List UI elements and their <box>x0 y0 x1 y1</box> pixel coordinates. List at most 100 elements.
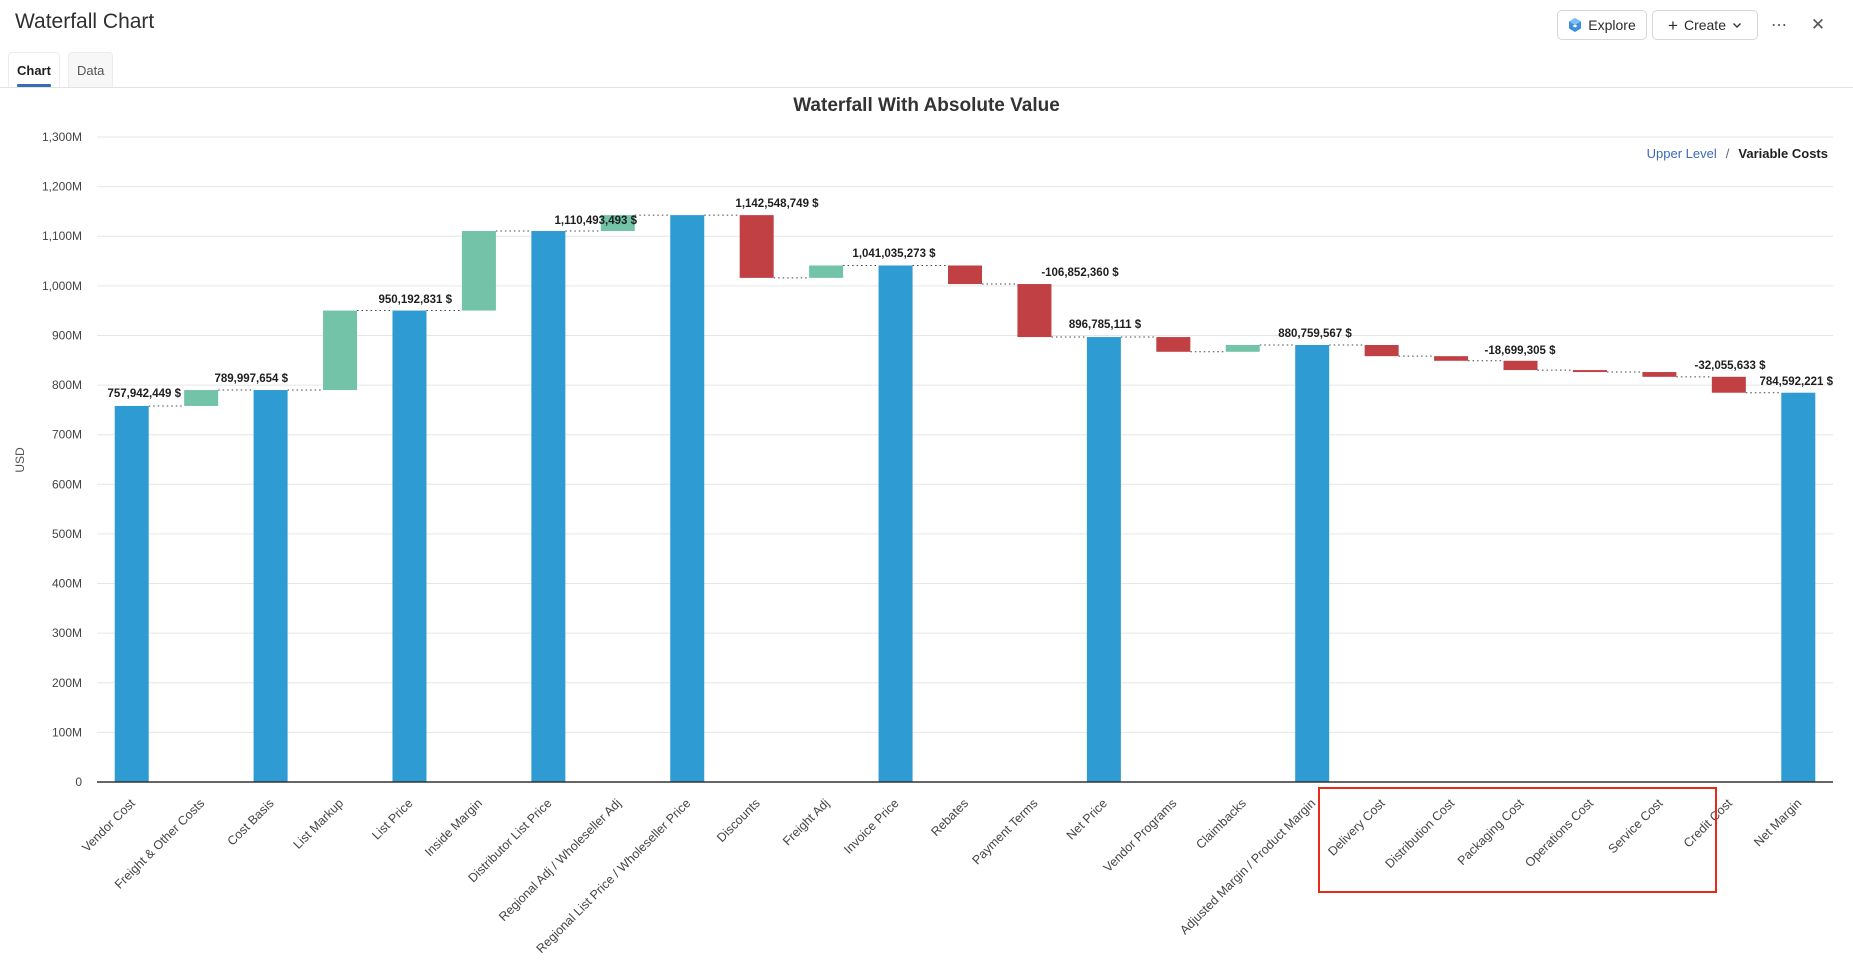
bar-decrease[interactable] <box>739 215 774 278</box>
y-tick-label: 600M <box>52 477 82 491</box>
y-tick-label: 1,000M <box>42 279 82 293</box>
y-tick-label: 700M <box>52 428 82 442</box>
bar-increase[interactable] <box>809 265 844 278</box>
gridlines <box>97 136 1833 733</box>
y-tick-label: 1,200M <box>42 180 82 194</box>
chevron-down-icon <box>1732 23 1741 28</box>
header-divider <box>0 87 1853 88</box>
x-tick-label: Packaging Cost <box>1455 796 1527 868</box>
x-tick-label: Freight Adj <box>780 796 832 848</box>
y-tick-label: 1,300M <box>42 130 82 144</box>
breadcrumb-current: Variable Costs <box>1738 146 1828 161</box>
y-tick-label: 100M <box>52 725 82 739</box>
x-tick-label: Operations Cost <box>1522 796 1596 870</box>
bar-decrease[interactable] <box>948 265 982 285</box>
bar-decrease[interactable] <box>1364 345 1399 357</box>
connector-lines <box>148 214 1782 407</box>
x-tick-label: Vendor Programs <box>1101 796 1180 875</box>
create-label: Create <box>1683 17 1726 33</box>
drilldown-breadcrumb: Upper Level / Variable Costs <box>1647 146 1828 161</box>
tab-data[interactable]: Data <box>67 52 114 87</box>
data-label: 1,110,493,493 $ <box>555 215 638 227</box>
y-tick-label: 800M <box>52 378 82 392</box>
bar-increase[interactable] <box>461 231 496 311</box>
data-labels: 757,942,449 $ 789,997,654 $ 950,192,831 $ 1… <box>107 198 1833 400</box>
y-tick-label: 500M <box>52 527 82 541</box>
x-tick-label: Net Margin <box>1751 796 1804 849</box>
bar-total[interactable] <box>670 215 705 782</box>
data-label: -106,852,360 $ <box>1041 267 1119 279</box>
bar-increase[interactable] <box>323 310 358 391</box>
explore-icon <box>1569 18 1582 32</box>
y-tick-label: 300M <box>52 626 82 640</box>
y-tick-label: 900M <box>52 328 82 342</box>
bars <box>114 215 1816 783</box>
create-button[interactable]: + Create <box>1652 10 1758 40</box>
y-axis-label: USD <box>13 447 27 473</box>
close-button[interactable]: ✕ <box>1805 12 1831 38</box>
app-title: Waterfall Chart <box>15 10 155 33</box>
more-options-button[interactable]: ⋯ <box>1766 12 1792 38</box>
bar-total[interactable] <box>1086 337 1121 782</box>
tab-chart[interactable]: Chart <box>8 52 60 87</box>
data-label: 784,592,221 $ <box>1759 376 1833 388</box>
y-tick-label: 400M <box>52 577 82 591</box>
breadcrumb-upper-level[interactable]: Upper Level <box>1646 146 1717 161</box>
ellipsis-icon: ⋯ <box>1771 17 1787 34</box>
x-tick-label: Claimbacks <box>1193 796 1249 852</box>
data-label: -18,699,305 $ <box>1485 345 1557 357</box>
x-tick-label: Payment Terms <box>969 796 1040 867</box>
bar-decrease[interactable] <box>1156 337 1191 352</box>
bar-decrease[interactable] <box>1017 284 1052 338</box>
x-tick-label: Delivery Cost <box>1325 796 1388 859</box>
bar-total[interactable] <box>253 390 288 782</box>
plus-icon: + <box>1668 15 1678 35</box>
x-tick-label: List Price <box>369 796 415 842</box>
x-tick-label: Distribution Cost <box>1382 796 1457 871</box>
x-tick-label: Inside Margin <box>422 796 485 859</box>
data-label: 1,041,035,273 $ <box>852 248 936 260</box>
data-label: 1,142,548,749 $ <box>735 198 819 210</box>
bar-increase[interactable] <box>1225 345 1260 352</box>
bar-decrease[interactable] <box>1572 370 1607 373</box>
y-tick-label: 1,100M <box>42 229 82 243</box>
data-label: 896,785,111 $ <box>1069 319 1142 331</box>
x-tick-label: Regional List Price / Wholeseller Price <box>534 796 694 956</box>
x-tick-label: Credit Cost <box>1681 796 1735 850</box>
y-tick-label: 0 <box>75 775 82 789</box>
bar-decrease[interactable] <box>1503 360 1538 371</box>
bar-total[interactable] <box>1295 345 1330 782</box>
bar-decrease[interactable] <box>1434 356 1469 361</box>
bar-total[interactable] <box>1781 392 1816 782</box>
x-tick-label: Adjusted Margin / Product Margin <box>1177 796 1318 937</box>
bar-increase[interactable] <box>600 215 635 232</box>
breadcrumb-separator: / <box>1725 146 1730 161</box>
bar-total[interactable] <box>878 265 913 783</box>
chart-title: Waterfall With Absolute Value <box>793 95 1060 116</box>
y-tick-label: 200M <box>52 676 82 690</box>
tab-bar: Chart Data <box>8 52 114 87</box>
x-tick-label: Vendor Cost <box>79 796 138 855</box>
data-label: 950,192,831 $ <box>378 294 452 306</box>
bar-increase[interactable] <box>184 390 219 406</box>
x-tick-label: Discounts <box>714 796 763 845</box>
x-tick-label: Invoice Price <box>841 796 902 857</box>
bar-decrease[interactable] <box>1642 372 1677 377</box>
data-label: 880,759,567 $ <box>1278 328 1352 340</box>
x-tick-label: Net Price <box>1064 796 1110 842</box>
y-axis: 0 100M 200M 300M 400M 500M 600M 700M 800M 900M 1,0… <box>42 130 82 789</box>
bar-decrease[interactable] <box>1711 376 1746 393</box>
explore-button[interactable]: Explore <box>1557 10 1647 40</box>
bar-total[interactable] <box>531 231 566 782</box>
data-label: 757,942,449 $ <box>107 388 181 400</box>
bar-total[interactable] <box>392 310 427 782</box>
x-tick-label: Service Cost <box>1606 796 1666 856</box>
x-tick-label: Rebates <box>928 796 971 839</box>
x-tick-label: List Markup <box>291 796 347 852</box>
data-label: -32,055,633 $ <box>1695 360 1767 372</box>
explore-label: Explore <box>1588 17 1636 33</box>
x-tick-label: Regional Adj / Wholeseller Adj <box>496 796 624 924</box>
bar-total[interactable] <box>114 405 149 782</box>
